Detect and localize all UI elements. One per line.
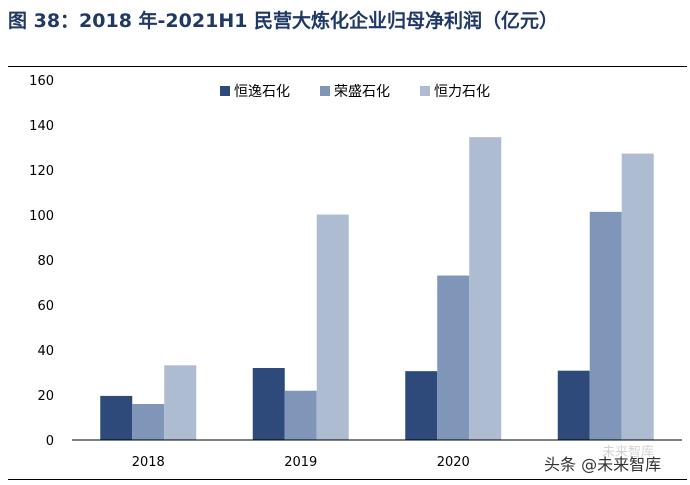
bar-2-3 [437,275,470,440]
y-tick-label: 120 [29,164,54,179]
top-rule [8,66,687,67]
y-tick-label: 0 [46,434,54,449]
bar-3-4 [621,153,654,440]
legend-swatch [220,86,230,96]
bottom-rule [8,479,687,480]
x-tick-label: 2019 [284,455,317,470]
watermark: 头条 @未来智库 [544,455,662,474]
y-tick-label: 60 [37,299,54,314]
legend-label: 恒力石化 [434,84,490,100]
y-tick-label: 100 [29,209,54,224]
y-tick-label: 140 [29,119,54,134]
bar-1-4 [557,370,590,440]
bar-1-3 [405,371,438,440]
y-tick-label: 80 [37,254,54,269]
legend-swatch [320,86,330,96]
x-tick-label: 2020 [437,455,470,470]
bar-3-2 [316,214,349,440]
legend-label: 恒逸石化 [234,84,290,100]
watermark-faint: 未来智库 [602,445,655,460]
y-tick-label: 160 [29,74,54,89]
bar-2-4 [589,211,622,440]
bar-2-2 [284,390,317,440]
bar-2-1 [132,404,165,440]
legend-swatch [420,86,430,96]
y-tick-label: 40 [37,344,54,359]
bar-1-1 [100,395,133,440]
page-title: 图 38：2018 年-2021H1 民营大炼化企业归母净利润（亿元） [8,10,559,32]
y-tick-label: 20 [37,389,54,404]
x-tick-label: 2018 [132,455,165,470]
bar-3-3 [469,137,502,440]
bar-3-1 [164,365,197,440]
legend-label: 荣盛石化 [334,84,390,100]
bar-1-2 [252,368,285,440]
